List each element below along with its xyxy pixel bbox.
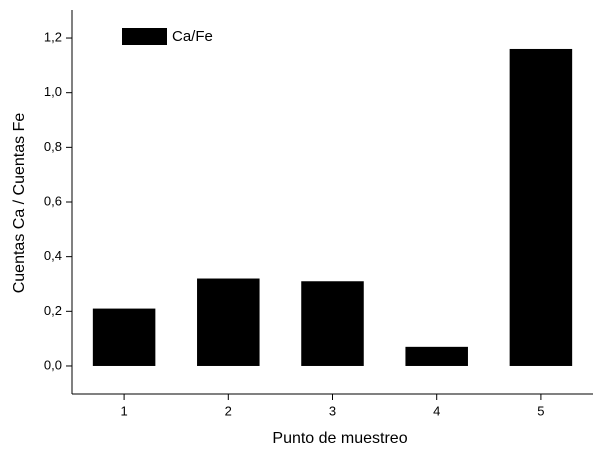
y-tick-label: 1,2 — [44, 29, 62, 44]
y-tick-label: 0,2 — [44, 303, 62, 318]
bar — [509, 48, 573, 366]
bar — [92, 308, 156, 366]
y-tick-label: 1,0 — [44, 84, 62, 99]
y-tick-label: 0,6 — [44, 193, 62, 208]
x-tick-label: 2 — [225, 403, 232, 418]
y-axis-title: Cuentas Ca / Cuentas Fe — [11, 113, 28, 294]
bar — [405, 346, 468, 366]
x-axis-title: Punto de muestreo — [272, 430, 407, 447]
x-tick-label: 3 — [329, 403, 336, 418]
x-tick-label: 4 — [433, 403, 440, 418]
bar — [301, 281, 364, 366]
legend-swatch — [122, 28, 167, 45]
x-tick-label: 1 — [120, 403, 127, 418]
x-tick-label: 5 — [537, 403, 544, 418]
y-tick-label: 0,4 — [44, 248, 62, 263]
bar — [197, 278, 260, 366]
y-tick-label: 0,0 — [44, 357, 62, 372]
y-tick-label: 0,8 — [44, 139, 62, 154]
legend-label: Ca/Fe — [172, 28, 213, 45]
